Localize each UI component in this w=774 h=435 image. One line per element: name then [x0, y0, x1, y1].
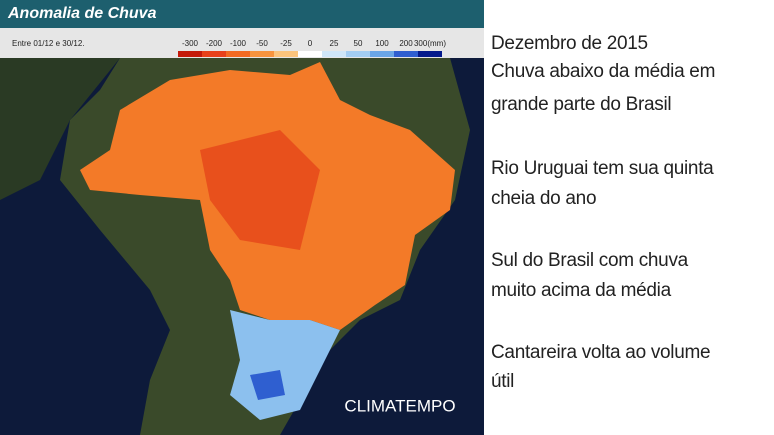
legend-label: 200: [399, 39, 413, 48]
legend-swatch: [394, 51, 418, 57]
note-line: Dezembro de 2015: [491, 33, 648, 54]
south-very-wet: [250, 370, 285, 400]
note-line: muito acima da média: [491, 280, 671, 301]
legend-swatch: [274, 51, 298, 57]
note-line: Rio Uruguai tem sua quinta: [491, 158, 714, 179]
legend-swatch: [298, 51, 322, 57]
legend-label: 25: [330, 39, 339, 48]
legend-swatch: [322, 51, 346, 57]
note-line: útil: [491, 371, 515, 392]
legend-swatch: [370, 51, 394, 57]
legend-swatch: [250, 51, 274, 57]
note-line: grande parte do Brasil: [491, 94, 672, 115]
note-line: Chuva abaixo da média em: [491, 61, 716, 82]
map-title: Anomalia de Chuva: [7, 5, 157, 22]
brazil-very-dry: [200, 130, 320, 250]
legend-swatch: [226, 51, 250, 57]
legend: -300 -200 -100 -50 -25 0 25 50 100 200 300(mm): [178, 39, 446, 57]
legend-label: -100: [230, 39, 247, 48]
map-panel: Anomalia de Chuva Entre 01/12 e 30/12. -…: [0, 0, 484, 435]
legend-label: 50: [354, 39, 363, 48]
legend-swatch: [202, 51, 226, 57]
note-line: Cantareira volta ao volume: [491, 342, 711, 363]
note-line: Sul do Brasil com chuva: [491, 250, 688, 271]
legend-label: 100: [375, 39, 389, 48]
legend-label: 0: [308, 39, 313, 48]
watermark: CLIMATEMPO: [344, 396, 455, 415]
legend-swatch: [178, 51, 202, 57]
land-north: [0, 58, 120, 200]
note-line: cheia do ano: [491, 188, 597, 209]
legend-label: -50: [256, 39, 268, 48]
legend-label: 300(mm): [414, 39, 446, 48]
legend-label: -300: [182, 39, 199, 48]
period: Entre 01/12 e 30/12.: [12, 39, 85, 48]
legend-swatch: [418, 51, 442, 57]
legend-swatch: [346, 51, 370, 57]
legend-label: -200: [206, 39, 223, 48]
header-bar: [0, 0, 484, 28]
legend-label: -25: [280, 39, 292, 48]
